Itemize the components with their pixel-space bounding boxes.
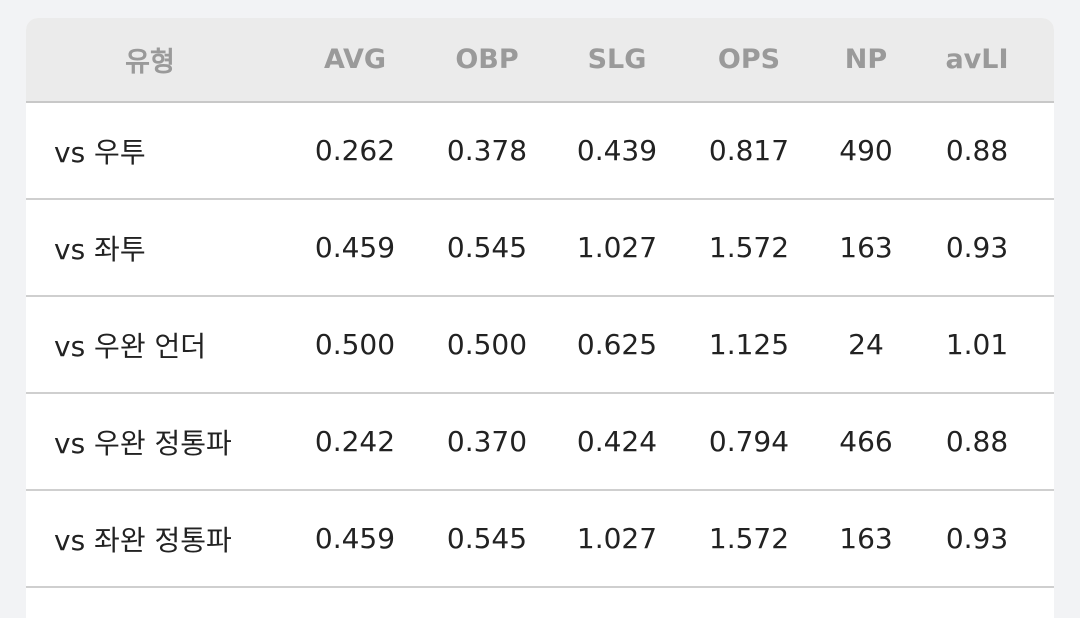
table-cell: 1.027 (576, 231, 658, 264)
table-cell: 0.545 (446, 522, 528, 555)
table-cell: 0.88 (945, 134, 1009, 167)
table-cell: 1.01 (945, 328, 1009, 361)
table-cell: 0.459 (314, 522, 396, 555)
table-header: 유형 AVG OBP SLG OPS NP avLI (26, 18, 1054, 103)
table-row: vs 우투 0.262 0.378 0.439 0.817 490 0.88 (26, 103, 1054, 200)
table-cell: SLG (587, 44, 647, 75)
table-cell: vs 우완 언더 (54, 329, 206, 363)
table-cell: 0.625 (576, 328, 658, 361)
table-cell: 466 (839, 425, 893, 458)
stats-table: 유형 AVG OBP SLG OPS NP avLI vs 우투 0.262 0.378 0.439… (26, 18, 1054, 618)
table-cell: vs 우투 (54, 135, 146, 169)
table-cell: 0.93 (945, 231, 1009, 264)
table-cell: vs 우완 정통파 (54, 426, 232, 460)
table-cell: vs 좌투 (54, 232, 146, 266)
table-row: vs 우완 정통파 0.242 0.370 0.424 0.794 466 0.88 (26, 394, 1054, 491)
table-cell: 24 (848, 328, 884, 361)
table-cell: 0.262 (314, 134, 396, 167)
table-cell: 0.817 (708, 134, 790, 167)
table-cell: 163 (839, 231, 893, 264)
table-cell: 490 (839, 134, 893, 167)
table-row: vs 우완 언더 0.500 0.500 0.625 1.125 24 1.01 (26, 297, 1054, 394)
table-cell: NP (844, 44, 888, 75)
page: 유형 AVG OBP SLG OPS NP avLI vs 우투 0.262 0.378 0.439… (26, 18, 1054, 618)
table-cell: 0.459 (314, 231, 396, 264)
table-row: vs 좌투 0.459 0.545 1.027 1.572 163 0.93 (26, 200, 1054, 297)
table-cell: 0.378 (446, 134, 528, 167)
table-cell: 1.027 (576, 522, 658, 555)
table-row: vs 좌완 정통파 0.459 0.545 1.027 1.572 163 0.93 (26, 491, 1054, 588)
table-cell: OBP (455, 44, 519, 75)
table-cell: 0.370 (446, 425, 528, 458)
table-cell: 0.500 (446, 328, 528, 361)
table-cell: 0.439 (576, 134, 658, 167)
table-cell: 1.125 (708, 328, 790, 361)
table-cell: 0.500 (314, 328, 396, 361)
table-cell: 0.545 (446, 231, 528, 264)
table-cell: 0.93 (945, 522, 1009, 555)
table-cell: avLI (945, 44, 1009, 75)
table-cell: AVG (323, 44, 387, 75)
table-cell: 1.572 (708, 522, 790, 555)
table-cell: 0.242 (314, 425, 396, 458)
table-cell: 163 (839, 522, 893, 555)
table-cell: vs 좌완 정통파 (54, 523, 232, 557)
table-cell: 0.88 (945, 425, 1009, 458)
table-cell: 0.424 (576, 425, 658, 458)
table-cell: 유형 (125, 47, 175, 78)
table-cell: 0.794 (708, 425, 790, 458)
table-cell: OPS (717, 44, 781, 75)
table-cell: 1.572 (708, 231, 790, 264)
